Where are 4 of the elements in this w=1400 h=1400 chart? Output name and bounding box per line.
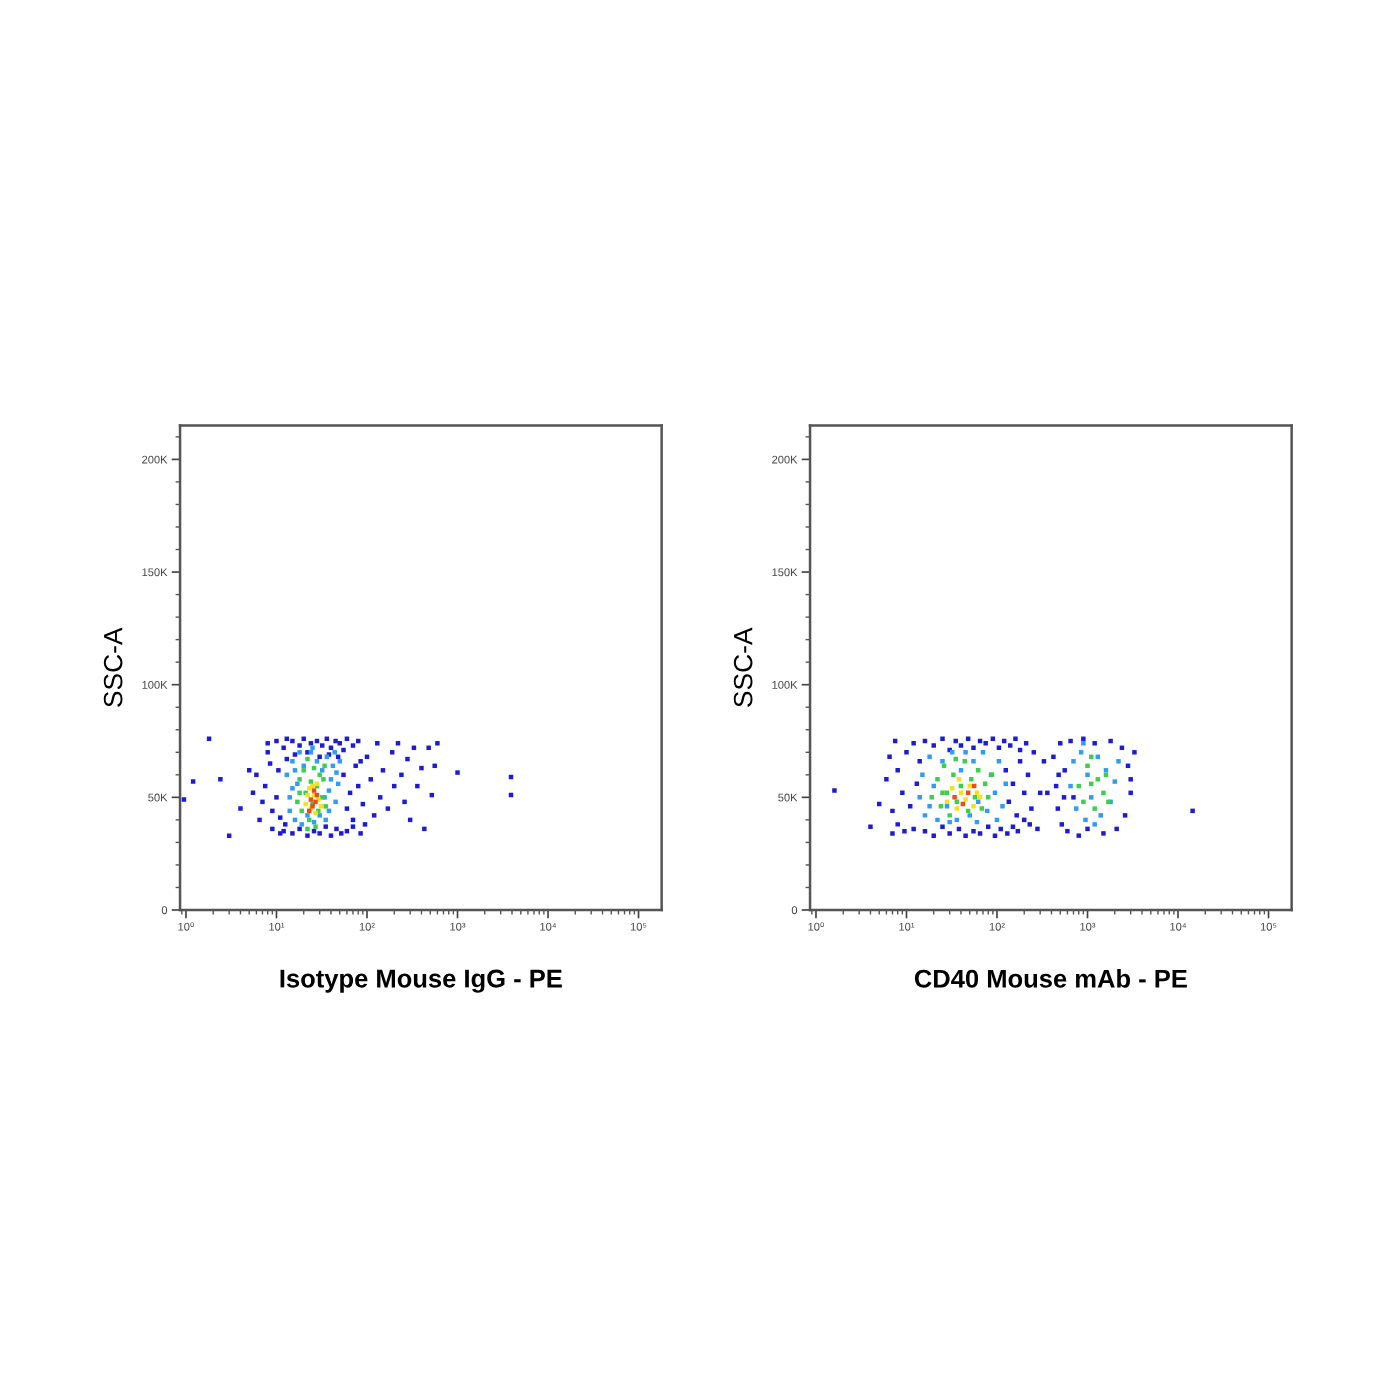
y-axis-title: SSC-A	[103, 627, 123, 707]
x-axis-title: Isotype Mouse IgG - PE	[280, 969, 562, 993]
x-axis-title: CD40 Mouse mAb - PE	[914, 968, 1187, 988]
y-axis-title: SSC-A	[733, 627, 753, 707]
